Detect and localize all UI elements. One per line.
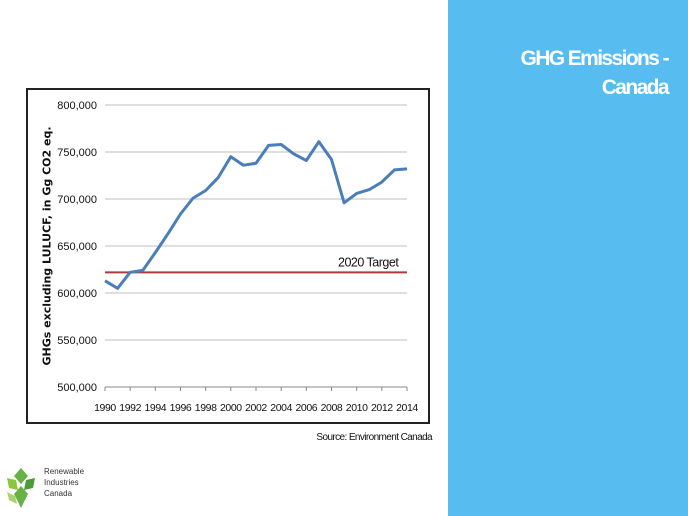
logo-line: Industries	[44, 478, 79, 487]
y-tick-label: 500,000	[57, 382, 97, 394]
y-axis-label: GHGs excluding LULUCF, in Gg CO2 eq.	[40, 126, 54, 366]
leaf-logo-icon	[7, 468, 35, 508]
x-tick-label: 2002	[245, 402, 267, 414]
logo-text: Renewable Industries Canada	[44, 466, 84, 499]
ghg-line-chart: 500,000 550,000 600,000 650,000 700,000 750,0…	[57, 100, 419, 414]
chart-frame	[26, 88, 430, 424]
y-tick-label: 700,000	[57, 194, 97, 206]
y-tick-label: 550,000	[57, 335, 97, 347]
y-tick-label: 600,000	[57, 288, 97, 300]
x-tick-label: 1998	[195, 402, 217, 414]
y-tick-label: 750,000	[57, 147, 97, 159]
y-tick-label: 650,000	[57, 241, 97, 253]
slide-title: GHG Emissions - Canada	[520, 47, 669, 99]
x-tick-label: 2008	[321, 402, 343, 414]
source-note: Source: Environment Canada	[316, 432, 432, 443]
x-tick-label: 2004	[270, 402, 292, 414]
y-tick-label: 800,000	[57, 100, 97, 112]
target-label: 2020 Target	[338, 255, 399, 269]
x-tick-label: 1996	[170, 402, 192, 414]
logo-line: Renewable	[44, 467, 85, 476]
x-tick-label: 1994	[144, 402, 166, 414]
x-tick-label: 2000	[220, 402, 242, 414]
x-tick-label: 2014	[396, 402, 418, 414]
company-logo: Renewable Industries Canada	[4, 466, 114, 514]
x-tick-label: 2006	[295, 402, 317, 414]
emissions-line	[104, 140, 408, 290]
logo-line: Canada	[44, 489, 73, 498]
x-tick-label: 1992	[119, 402, 141, 414]
x-tick-label: 2012	[371, 402, 393, 414]
x-tick-label: 2010	[346, 402, 368, 414]
side-panel: GHG Emissions - Canada	[448, 0, 688, 516]
x-tick-label: 1990	[94, 402, 116, 414]
